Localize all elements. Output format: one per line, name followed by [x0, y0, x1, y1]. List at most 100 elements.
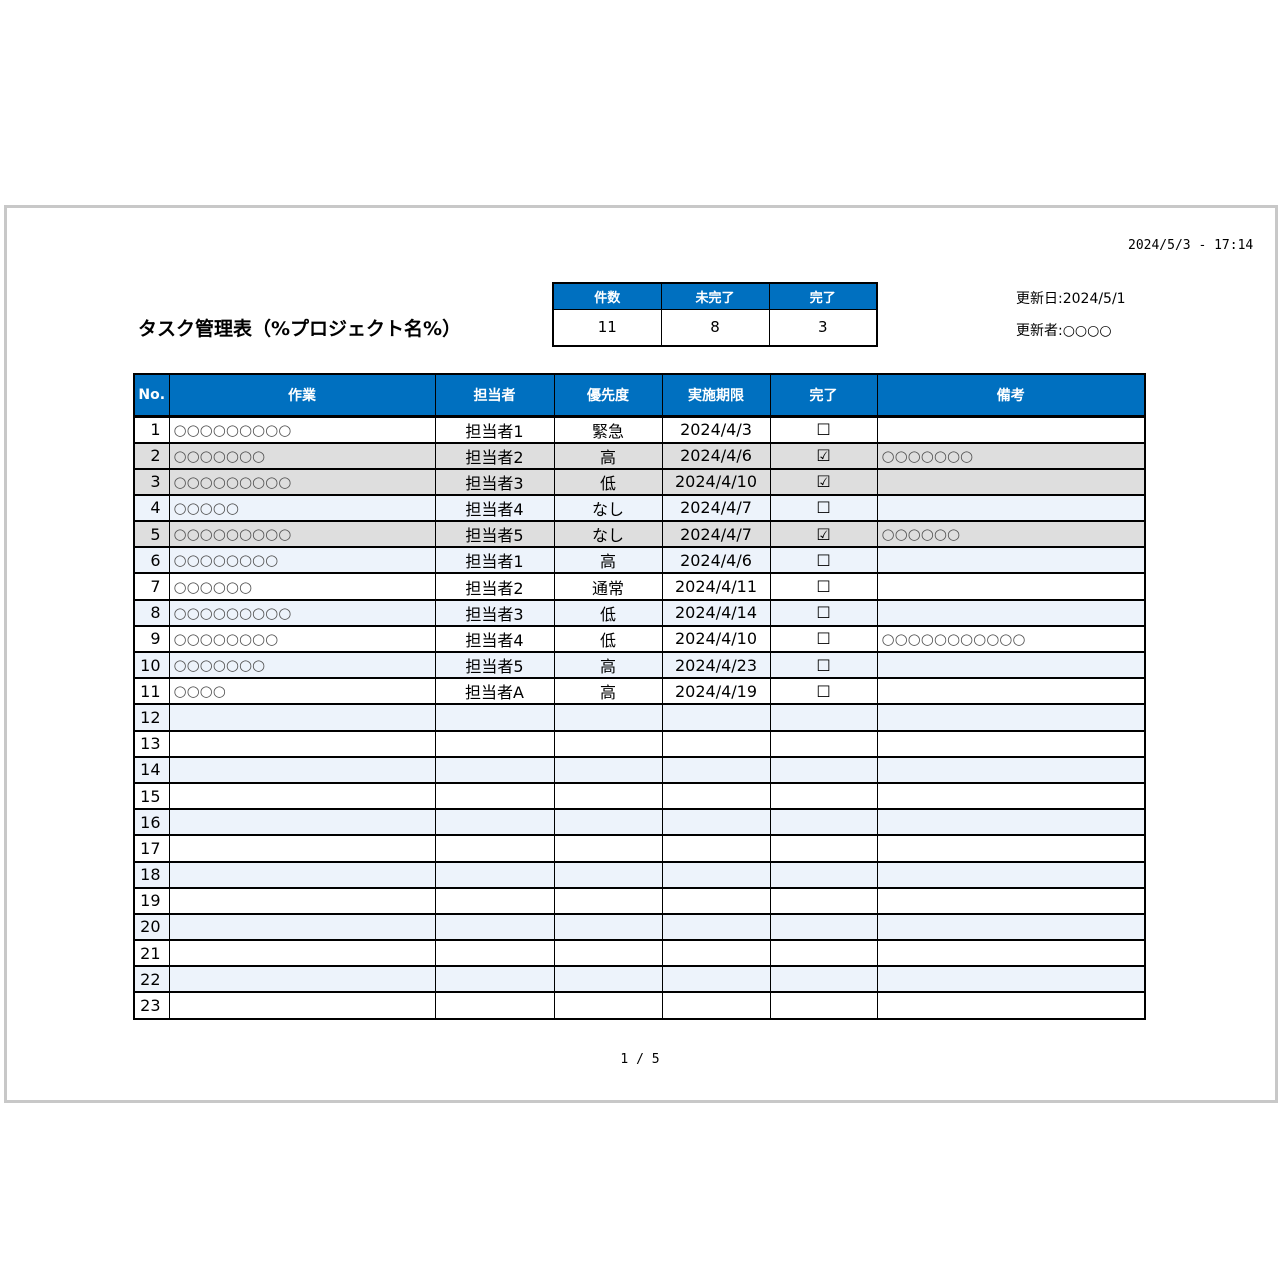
- cell-priority: なし: [553, 494, 663, 523]
- cell-priority: なし: [553, 520, 663, 549]
- cell-no: 20: [133, 913, 170, 942]
- cell-task: [168, 860, 436, 889]
- cell-task: ○○○○○○○○○: [168, 468, 436, 496]
- cell-priority: [553, 965, 663, 994]
- cell-no: 19: [133, 887, 170, 915]
- cell-assignee: 担当者2: [434, 441, 555, 470]
- cell-task: ○○○○○○○○○: [168, 599, 436, 627]
- cell-assignee: [434, 808, 555, 837]
- table-row: 16: [133, 808, 1146, 837]
- cell-task: [168, 887, 436, 915]
- cell-assignee: [434, 730, 555, 758]
- cell-no: 3: [133, 468, 170, 496]
- cell-priority: 高: [553, 651, 663, 680]
- cell-due-date: [661, 808, 771, 837]
- cell-due-date: 2024/4/3: [661, 415, 771, 444]
- cell-assignee: 担当者4: [434, 625, 555, 654]
- cell-assignee: 担当者1: [434, 415, 555, 444]
- updated-by: 更新者:○○○○: [1016, 323, 1112, 339]
- column-header-task: 作業: [168, 373, 436, 418]
- cell-no: 22: [133, 965, 170, 994]
- done-checkbox: [769, 782, 878, 811]
- cell-task: ○○○○○○○: [168, 441, 436, 470]
- done-checkbox: [769, 965, 878, 994]
- cell-no: 1: [133, 415, 170, 444]
- cell-due-date: 2024/4/11: [661, 572, 771, 601]
- cell-due-date: [661, 991, 771, 1020]
- cell-notes: [876, 860, 1146, 889]
- summary-incomplete: 8: [660, 308, 770, 347]
- done-checkbox[interactable]: ☐: [769, 677, 878, 706]
- cell-due-date: [661, 965, 771, 994]
- table-row: 10 ○○○○○○○ 担当者5 高 2024/4/23 ☐: [133, 651, 1146, 680]
- table-row: 13: [133, 730, 1146, 758]
- updated-date: 更新日:2024/5/1: [1016, 291, 1126, 307]
- cell-due-date: 2024/4/6: [661, 546, 771, 575]
- cell-no: 17: [133, 834, 170, 863]
- cell-priority: 通常: [553, 572, 663, 601]
- table-row: 18: [133, 860, 1146, 889]
- done-checkbox[interactable]: ☐: [769, 494, 878, 523]
- cell-priority: [553, 756, 663, 784]
- done-checkbox[interactable]: ☑: [769, 468, 878, 496]
- cell-priority: [553, 834, 663, 863]
- cell-notes: [876, 703, 1146, 732]
- cell-due-date: [661, 834, 771, 863]
- cell-notes: [876, 939, 1146, 968]
- column-header-assignee: 担当者: [434, 373, 555, 418]
- cell-priority: 高: [553, 677, 663, 706]
- cell-assignee: [434, 887, 555, 915]
- cell-task: ○○○○○○○○○: [168, 520, 436, 549]
- table-row: 5 ○○○○○○○○○ 担当者5 なし 2024/4/7 ☑ ○○○○○○: [133, 520, 1146, 549]
- cell-task: ○○○○○○○○: [168, 546, 436, 575]
- summary-table: 件数 未完了 完了 11 8 3: [552, 282, 878, 347]
- print-timestamp: 2024/5/3 - 17:14: [1128, 238, 1254, 253]
- cell-task: [168, 808, 436, 837]
- cell-assignee: 担当者4: [434, 494, 555, 523]
- cell-notes: [876, 991, 1146, 1020]
- done-checkbox[interactable]: ☐: [769, 651, 878, 680]
- cell-notes: [876, 756, 1146, 784]
- done-checkbox[interactable]: ☐: [769, 572, 878, 601]
- cell-assignee: [434, 782, 555, 811]
- cell-due-date: 2024/4/19: [661, 677, 771, 706]
- cell-assignee: [434, 913, 555, 942]
- cell-priority: [553, 860, 663, 889]
- cell-notes: [876, 468, 1146, 496]
- cell-notes: [876, 546, 1146, 575]
- table-row: 17: [133, 834, 1146, 863]
- cell-assignee: 担当者1: [434, 546, 555, 575]
- cell-notes: [876, 808, 1146, 837]
- cell-assignee: 担当者5: [434, 520, 555, 549]
- table-row: 12: [133, 703, 1146, 732]
- cell-no: 11: [133, 677, 170, 706]
- page-title: タスク管理表（%プロジェクト名%）: [138, 318, 462, 340]
- task-table: No. 作業 担当者 優先度 実施期限 完了 備考 1 ○○○○○○○○○ 担当者1 緊急 2024…: [133, 373, 1146, 1020]
- done-checkbox[interactable]: ☑: [769, 520, 878, 549]
- cell-due-date: [661, 887, 771, 915]
- done-checkbox[interactable]: ☐: [769, 546, 878, 575]
- cell-assignee: 担当者5: [434, 651, 555, 680]
- done-checkbox[interactable]: ☐: [769, 599, 878, 627]
- cell-task: [168, 965, 436, 994]
- column-header-no: No.: [133, 373, 170, 418]
- cell-due-date: 2024/4/10: [661, 625, 771, 654]
- cell-notes: [876, 494, 1146, 523]
- cell-priority: [553, 913, 663, 942]
- cell-priority: [553, 939, 663, 968]
- table-row: 15: [133, 782, 1146, 811]
- done-checkbox: [769, 834, 878, 863]
- done-checkbox[interactable]: ☐: [769, 625, 878, 654]
- done-checkbox[interactable]: ☑: [769, 441, 878, 470]
- cell-notes: [876, 599, 1146, 627]
- table-row: 6 ○○○○○○○○ 担当者1 高 2024/4/6 ☐: [133, 546, 1146, 575]
- cell-task: [168, 913, 436, 942]
- cell-task: [168, 834, 436, 863]
- cell-no: 18: [133, 860, 170, 889]
- cell-notes: [876, 913, 1146, 942]
- summary-header-incomplete: 未完了: [660, 282, 770, 310]
- cell-task: ○○○○○○○○: [168, 625, 436, 654]
- done-checkbox[interactable]: ☐: [769, 415, 878, 444]
- cell-no: 8: [133, 599, 170, 627]
- cell-assignee: [434, 703, 555, 732]
